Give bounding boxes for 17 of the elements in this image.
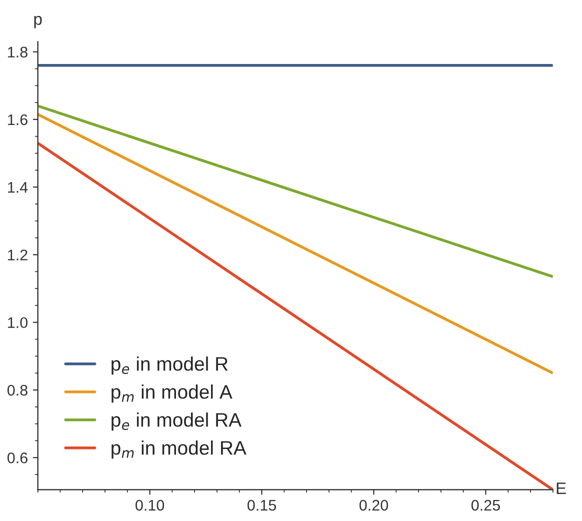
- y-tick-label: 1.4: [8, 182, 28, 193]
- y-tick-label: 1.8: [8, 46, 28, 58]
- y-tick-label: 0.8: [7, 384, 28, 396]
- legend-label: p$_{m}$ in model A: [112, 384, 232, 403]
- x-tick-label: 0.10: [136, 500, 164, 511]
- y-tick-label: 1.6: [8, 114, 28, 126]
- legend-label: p$_{m}$ in model RA: [112, 440, 246, 459]
- y-tick-label: 0.6: [7, 452, 28, 464]
- legend-label: p$_{e}$ in model R: [112, 356, 228, 375]
- x-tick-label: 0.15: [248, 500, 276, 511]
- y-axis-title: p: [34, 16, 42, 28]
- y-tick-label: 1.2: [8, 250, 28, 260]
- x-tick-label: 0.25: [471, 500, 500, 511]
- y-tick-label: 1.0: [8, 317, 28, 328]
- legend-label: p$_{e}$ in model RA: [112, 412, 242, 431]
- x-tick-label: 0.20: [359, 500, 388, 511]
- x-axis-title: E: [556, 482, 566, 494]
